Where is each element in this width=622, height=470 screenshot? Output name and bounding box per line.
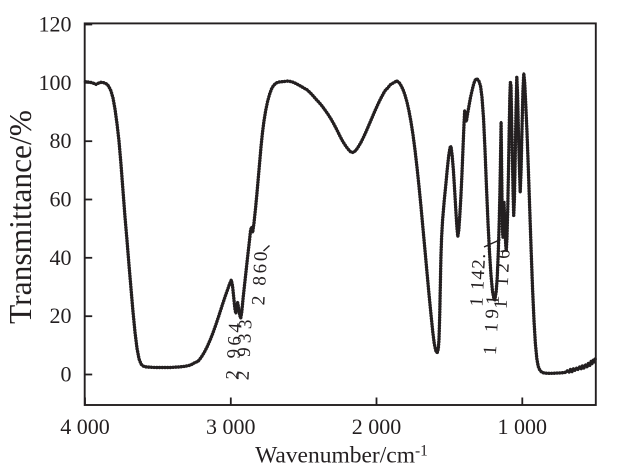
svg-text:40: 40 bbox=[50, 245, 72, 270]
svg-text:1 191: 1 191 bbox=[480, 291, 504, 356]
svg-text:20: 20 bbox=[50, 303, 72, 328]
svg-text:80: 80 bbox=[50, 128, 72, 153]
svg-text:Transmittance/%: Transmittance/% bbox=[3, 110, 38, 324]
svg-text:Wavenumber/cm-1: Wavenumber/cm-1 bbox=[255, 443, 428, 469]
svg-text:120: 120 bbox=[39, 12, 72, 37]
svg-text:2 860: 2 860 bbox=[248, 248, 272, 306]
svg-text:4 000: 4 000 bbox=[60, 414, 110, 439]
svg-text:0: 0 bbox=[61, 362, 72, 387]
svg-text:1 000: 1 000 bbox=[498, 414, 548, 439]
svg-text:3 000: 3 000 bbox=[206, 414, 256, 439]
svg-text:100: 100 bbox=[39, 70, 72, 95]
svg-text:2 933: 2 933 bbox=[233, 314, 257, 380]
svg-text:2 000: 2 000 bbox=[352, 414, 402, 439]
svg-text:60: 60 bbox=[50, 187, 72, 212]
svg-text:1 126: 1 126 bbox=[491, 245, 515, 310]
svg-text:1 142.: 1 142. bbox=[466, 252, 490, 307]
svg-text:2 964.: 2 964. bbox=[222, 311, 247, 381]
